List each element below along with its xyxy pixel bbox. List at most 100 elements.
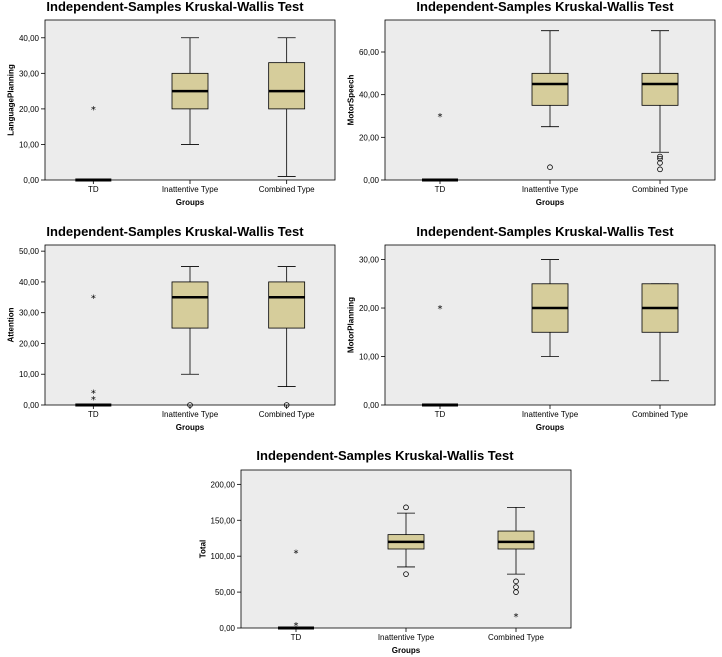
box-td: *** xyxy=(75,293,112,407)
iqr-box xyxy=(171,281,209,329)
chart-title: Independent-Samples Kruskal-Wallis Test xyxy=(256,448,514,463)
x-tick-label: Combined Type xyxy=(259,410,315,419)
extreme-point: * xyxy=(91,105,96,116)
y-tick-label: 150,00 xyxy=(211,516,236,525)
y-tick-label: 40,00 xyxy=(19,278,40,287)
outlier-point xyxy=(513,578,519,585)
y-tick-label: 0,00 xyxy=(219,624,235,633)
boxplot-attention: Independent-Samples Kruskal-Wallis Test A… xyxy=(7,224,336,432)
box-td: * xyxy=(75,105,112,182)
boxplot-language-planning: Independent-Samples Kruskal-Wallis Test L… xyxy=(7,0,336,207)
iqr-box xyxy=(641,72,679,106)
box-inattentive-type xyxy=(171,37,209,145)
y-axis-label: Total xyxy=(199,540,208,559)
x-tick-label: Combined Type xyxy=(632,185,688,194)
box-inattentive-type xyxy=(387,504,425,577)
x-tick-label: Combined Type xyxy=(259,185,315,194)
box-combined-type xyxy=(268,266,306,408)
y-tick-label: 20,00 xyxy=(19,105,40,114)
box-combined-type xyxy=(641,283,679,382)
y-axis-label: MotorPlanning xyxy=(347,297,356,353)
x-tick-label: TD xyxy=(291,633,302,642)
boxplot-motor-speech: Independent-Samples Kruskal-Wallis Test M… xyxy=(347,0,716,207)
y-tick-label: 60,00 xyxy=(359,48,380,57)
outlier-point xyxy=(657,166,663,173)
outlier-point xyxy=(403,504,409,511)
box-td: * xyxy=(422,304,458,407)
y-tick-label: 10,00 xyxy=(19,140,40,149)
y-tick-label: 30,00 xyxy=(19,69,40,78)
extreme-point: * xyxy=(91,293,96,304)
y-tick-label: 40,00 xyxy=(359,91,380,100)
extreme-point: * xyxy=(438,112,443,123)
y-tick-label: 10,00 xyxy=(359,353,380,362)
extreme-point: * xyxy=(514,612,519,623)
iqr-box xyxy=(531,72,569,106)
outlier-point xyxy=(547,164,553,171)
box-inattentive-type xyxy=(171,266,209,408)
x-tick-label: Combined Type xyxy=(632,410,688,419)
y-tick-label: 40,00 xyxy=(19,34,40,43)
y-tick-label: 0,00 xyxy=(363,176,379,185)
chart-title: Independent-Samples Kruskal-Wallis Test xyxy=(46,224,304,239)
outlier-point xyxy=(657,153,663,160)
y-tick-label: 100,00 xyxy=(211,552,236,561)
x-tick-label: Inattentive Type xyxy=(522,185,579,194)
x-tick-label: Inattentive Type xyxy=(162,410,219,419)
chart-title: Independent-Samples Kruskal-Wallis Test xyxy=(46,0,304,14)
y-tick-label: 20,00 xyxy=(359,133,380,142)
boxplot-motor-planning: Independent-Samples Kruskal-Wallis Test M… xyxy=(347,224,716,432)
extreme-point: * xyxy=(91,395,96,406)
iqr-box xyxy=(497,530,535,550)
extreme-point: * xyxy=(294,549,299,560)
box-inattentive-type xyxy=(531,30,569,171)
y-tick-label: 50,00 xyxy=(19,247,40,256)
iqr-box xyxy=(268,62,306,110)
outlier-point xyxy=(187,402,193,408)
y-tick-label: 10,00 xyxy=(19,370,40,379)
box-td: ** xyxy=(278,549,314,632)
outlier-point xyxy=(283,402,290,408)
y-tick-label: 20,00 xyxy=(19,339,40,348)
extreme-point: * xyxy=(438,304,443,315)
x-axis-label: Groups xyxy=(176,198,205,207)
y-tick-label: 30,00 xyxy=(359,256,380,265)
y-tick-label: 0,00 xyxy=(363,401,379,410)
boxplot-total: Independent-Samples Kruskal-Wallis Test T… xyxy=(199,448,572,655)
extreme-point: * xyxy=(91,389,96,400)
chart-title: Independent-Samples Kruskal-Wallis Test xyxy=(416,0,674,14)
extreme-point: * xyxy=(294,621,299,632)
y-axis-label: Attention xyxy=(7,307,16,342)
box-td: * xyxy=(422,112,458,182)
x-tick-label: Inattentive Type xyxy=(378,633,435,642)
x-tick-label: TD xyxy=(435,410,446,419)
outlier-point xyxy=(657,160,663,166)
x-axis-label: Groups xyxy=(536,198,565,207)
x-tick-label: Inattentive Type xyxy=(162,185,219,194)
x-tick-label: Inattentive Type xyxy=(522,410,579,419)
x-axis-label: Groups xyxy=(536,423,565,432)
outlier-point xyxy=(513,589,519,595)
x-tick-label: Combined Type xyxy=(488,633,544,642)
y-tick-label: 0,00 xyxy=(23,176,39,185)
box-combined-type xyxy=(268,37,306,177)
x-axis-label: Groups xyxy=(176,423,205,432)
y-tick-label: 30,00 xyxy=(19,309,40,318)
chart-title: Independent-Samples Kruskal-Wallis Test xyxy=(416,224,674,239)
x-tick-label: TD xyxy=(435,185,446,194)
iqr-box xyxy=(268,281,306,329)
y-tick-label: 200,00 xyxy=(211,480,236,489)
x-axis-label: Groups xyxy=(392,646,421,655)
box-combined-type xyxy=(641,30,679,173)
x-tick-label: TD xyxy=(88,185,99,194)
outlier-point xyxy=(403,571,409,577)
y-tick-label: 0,00 xyxy=(23,401,39,410)
box-inattentive-type xyxy=(531,259,569,357)
box-combined-type: * xyxy=(497,506,535,623)
outlier-point xyxy=(657,155,663,162)
y-axis-label: LanguagePlanning xyxy=(7,64,16,136)
y-axis-label: MotorSpeech xyxy=(347,75,356,126)
y-tick-label: 50,00 xyxy=(215,588,236,597)
x-tick-label: TD xyxy=(88,410,99,419)
